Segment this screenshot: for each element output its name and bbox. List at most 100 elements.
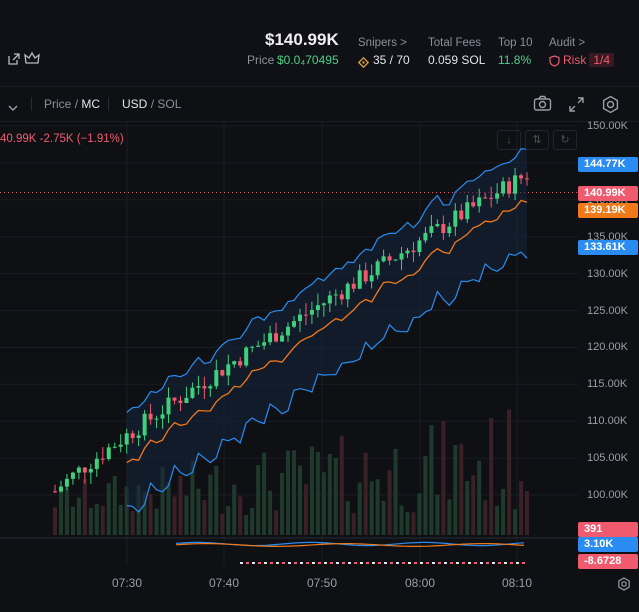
settings-icon[interactable] <box>601 95 620 119</box>
candle-body <box>172 397 177 401</box>
candle-body <box>238 361 243 366</box>
total-fees-value: 0.059 SOL <box>428 53 486 67</box>
external-link-icon[interactable] <box>7 52 21 71</box>
volume-bar <box>286 450 291 535</box>
histogram-bar <box>240 562 243 564</box>
mc-option[interactable]: MC <box>81 97 101 111</box>
snipers-link[interactable]: Snipers > <box>358 37 407 49</box>
candle-body <box>178 400 183 403</box>
candle-body <box>190 387 195 398</box>
crown-icon[interactable] <box>24 51 40 71</box>
volume-bar <box>513 509 518 535</box>
volume-bar <box>238 496 243 535</box>
volume-bar <box>387 470 392 535</box>
volume-bar <box>190 460 195 535</box>
candle-body <box>417 240 422 253</box>
expand-icon[interactable] <box>568 96 585 118</box>
shield-icon <box>549 54 560 72</box>
audit-risk: Risk 1/4 <box>563 53 615 67</box>
currency-toggle[interactable]: USD / SOL <box>122 97 181 111</box>
chevron-down-icon[interactable] <box>8 99 18 117</box>
y-axis-label: 105.00K <box>587 452 628 465</box>
snipers-value: 35 / 70 <box>373 53 410 67</box>
price-option[interactable]: Price <box>44 97 72 111</box>
collapse-button[interactable]: ⇅ <box>525 130 549 150</box>
x-axis-label: 08:00 <box>405 576 436 590</box>
price-tag: 140.99K <box>578 186 638 201</box>
reset-button[interactable]: ↻ <box>553 130 577 150</box>
histogram-bar <box>468 562 471 564</box>
volume-bar <box>375 479 380 535</box>
volume-bar <box>315 451 320 535</box>
histogram-bar <box>396 562 399 564</box>
histogram-bar <box>348 562 351 564</box>
x-axis-label: 07:40 <box>209 576 240 590</box>
settings-icon[interactable] <box>617 577 631 596</box>
volume-tag: 391 <box>578 522 638 537</box>
candle-body <box>226 364 231 376</box>
audit-link[interactable]: Audit > <box>549 37 586 49</box>
scroll-down-button[interactable]: ↓ <box>497 130 521 150</box>
candle-body <box>351 283 356 289</box>
moving-average-line <box>126 199 528 464</box>
camera-icon[interactable] <box>533 95 552 117</box>
toolbar-divider <box>31 97 32 111</box>
volume-bar <box>160 466 165 535</box>
candle-body <box>106 447 111 460</box>
y-axis-label: 150.00K <box>587 120 628 132</box>
total-fees-label: Total Fees <box>428 37 482 49</box>
histogram-bar <box>456 562 459 564</box>
x-axis-label: 07:50 <box>307 576 338 590</box>
volume-bar <box>429 425 434 535</box>
volume-bar <box>495 505 500 535</box>
candle-body <box>297 314 302 322</box>
histogram-bar <box>336 562 339 564</box>
volume-bar <box>178 475 183 535</box>
volume-bar <box>291 450 296 535</box>
candle-body <box>208 386 213 389</box>
indicator-tag: -8.6728 <box>578 554 638 569</box>
sol-option[interactable]: SOL <box>157 97 182 111</box>
volume-bar <box>321 472 326 535</box>
price-tag: 133.61K <box>578 240 638 255</box>
histogram-bar <box>516 562 519 564</box>
volume-bar <box>417 493 422 535</box>
top10-label: Top 10 <box>498 37 533 49</box>
usd-option[interactable]: USD <box>122 97 148 111</box>
candle-body <box>375 261 380 276</box>
volume-bar <box>357 482 362 535</box>
candle-body <box>423 232 428 241</box>
x-axis-label: 07:30 <box>112 576 143 590</box>
volume-bar <box>453 444 458 535</box>
candle-body <box>453 210 458 227</box>
candle-body <box>202 386 207 389</box>
volume-bar <box>70 506 75 535</box>
volume-bar <box>148 493 153 535</box>
candle-body <box>232 361 237 365</box>
market-cap: $140.99K <box>265 30 339 49</box>
candle-body <box>495 193 500 199</box>
volume-bar <box>339 435 344 535</box>
indicator-signal-line <box>175 542 525 548</box>
candle-body <box>411 250 416 253</box>
volume-bar <box>327 453 332 535</box>
candle-body <box>357 270 362 289</box>
volume-bar <box>519 481 524 535</box>
volume-bar <box>297 465 302 535</box>
candle-body <box>76 467 81 473</box>
histogram-bar <box>510 562 513 564</box>
price-chart[interactable] <box>0 121 639 612</box>
candle-body <box>399 253 404 260</box>
volume-bar <box>220 513 225 535</box>
volume-bar <box>441 421 446 535</box>
price-mc-toggle[interactable]: Price / MC <box>44 97 100 111</box>
histogram-bar <box>276 562 279 564</box>
candle-body <box>315 305 320 311</box>
chart-toolbar: Price / MC USD / SOL <box>0 86 639 122</box>
candle-body <box>345 283 350 300</box>
candle-body <box>405 250 410 254</box>
y-axis-label: 110.00K <box>587 415 628 428</box>
volume-bar <box>142 491 147 535</box>
volume-bar <box>381 500 386 535</box>
candle-body <box>256 345 261 347</box>
